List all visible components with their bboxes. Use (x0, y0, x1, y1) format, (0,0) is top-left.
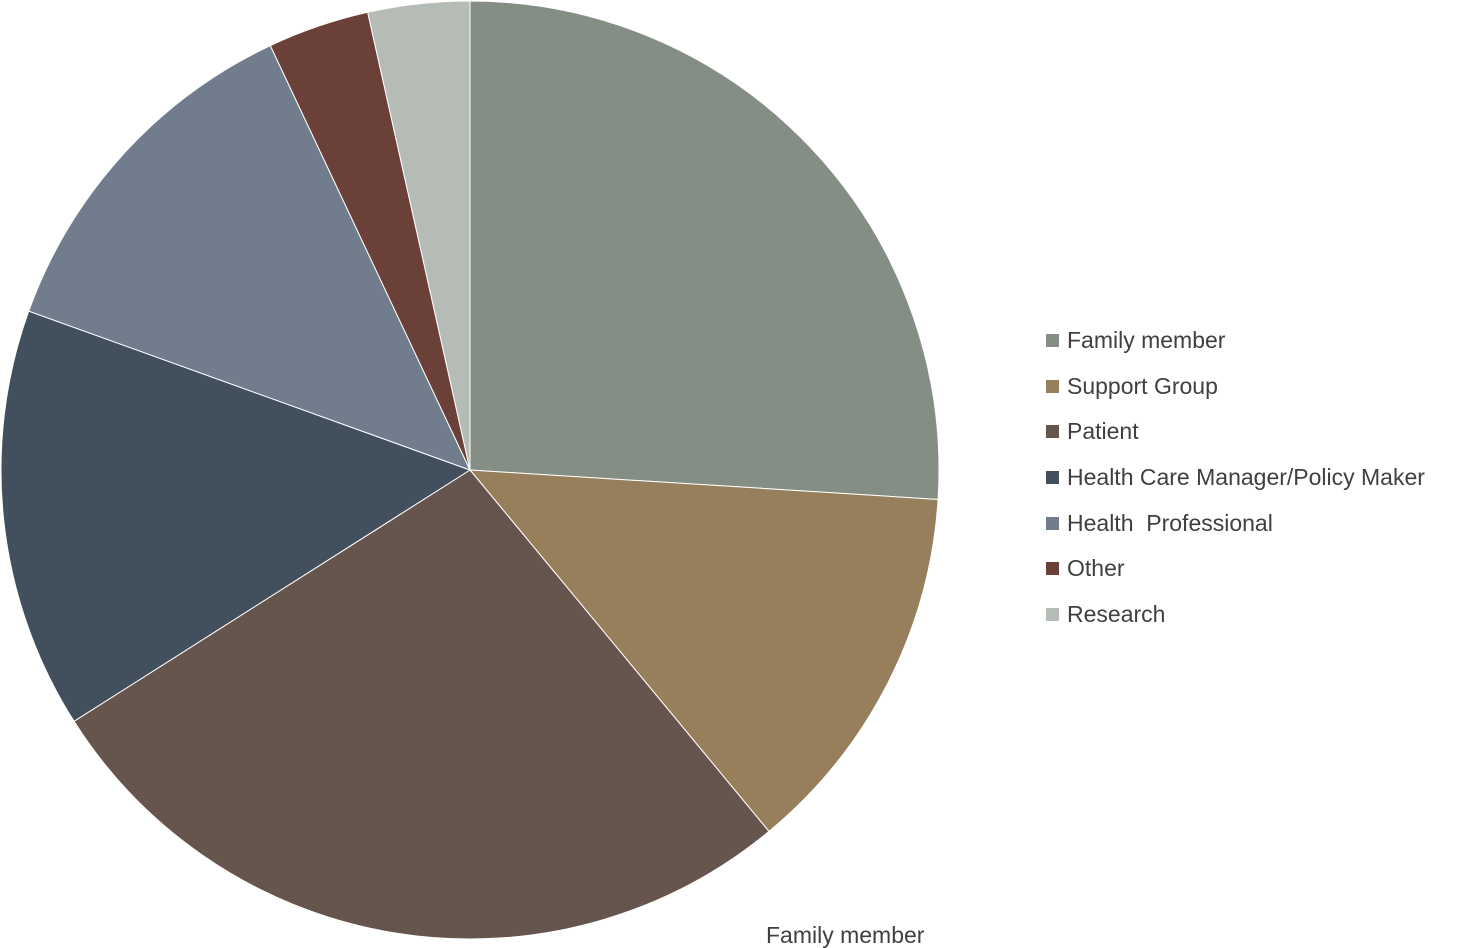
legend-item-family-member: Family member (1046, 318, 1425, 364)
pie-slice-patient (73, 469, 770, 940)
legend-swatch (1046, 562, 1059, 576)
pie-slice-research (367, 0, 471, 471)
legend-swatch (1046, 471, 1059, 485)
legend-item-support-group: Support Group (1046, 364, 1425, 410)
legend-label: Research (1067, 600, 1166, 627)
legend-label: Patient (1067, 418, 1139, 445)
legend-swatch (1046, 607, 1059, 621)
pie-slice-health-care-manager-policy-maker (0, 310, 472, 722)
legend-swatch (1046, 425, 1059, 439)
legend-item-health-professional: Health Professional (1046, 500, 1425, 546)
legend-item-research: Research (1046, 592, 1425, 638)
legend-swatch (1046, 379, 1059, 393)
legend-item-patient: Patient (1046, 409, 1425, 455)
legend-label: Support Group (1067, 372, 1218, 399)
legend-item-health-care-manager-policy-maker: Health Care Manager/Policy Maker (1046, 455, 1425, 501)
pie-slice-health-professional (28, 44, 471, 471)
legend-swatch (1046, 516, 1059, 530)
legend-item-other: Other (1046, 546, 1425, 592)
legend-swatch (1046, 334, 1059, 348)
legend-label: Health Professional (1067, 509, 1273, 536)
pie-slice-support-group (468, 469, 939, 833)
pie-slice-family-member (469, 0, 940, 500)
legend-label: Other (1067, 555, 1125, 582)
pie-slices (0, 0, 940, 940)
slice-data-label: Family member (766, 922, 925, 948)
legend-label: Health Care Manager/Policy Maker (1067, 464, 1425, 491)
legend-label: Family member (1067, 327, 1226, 354)
chart-legend: Family member Support Group Patient Health … (1046, 318, 1425, 637)
